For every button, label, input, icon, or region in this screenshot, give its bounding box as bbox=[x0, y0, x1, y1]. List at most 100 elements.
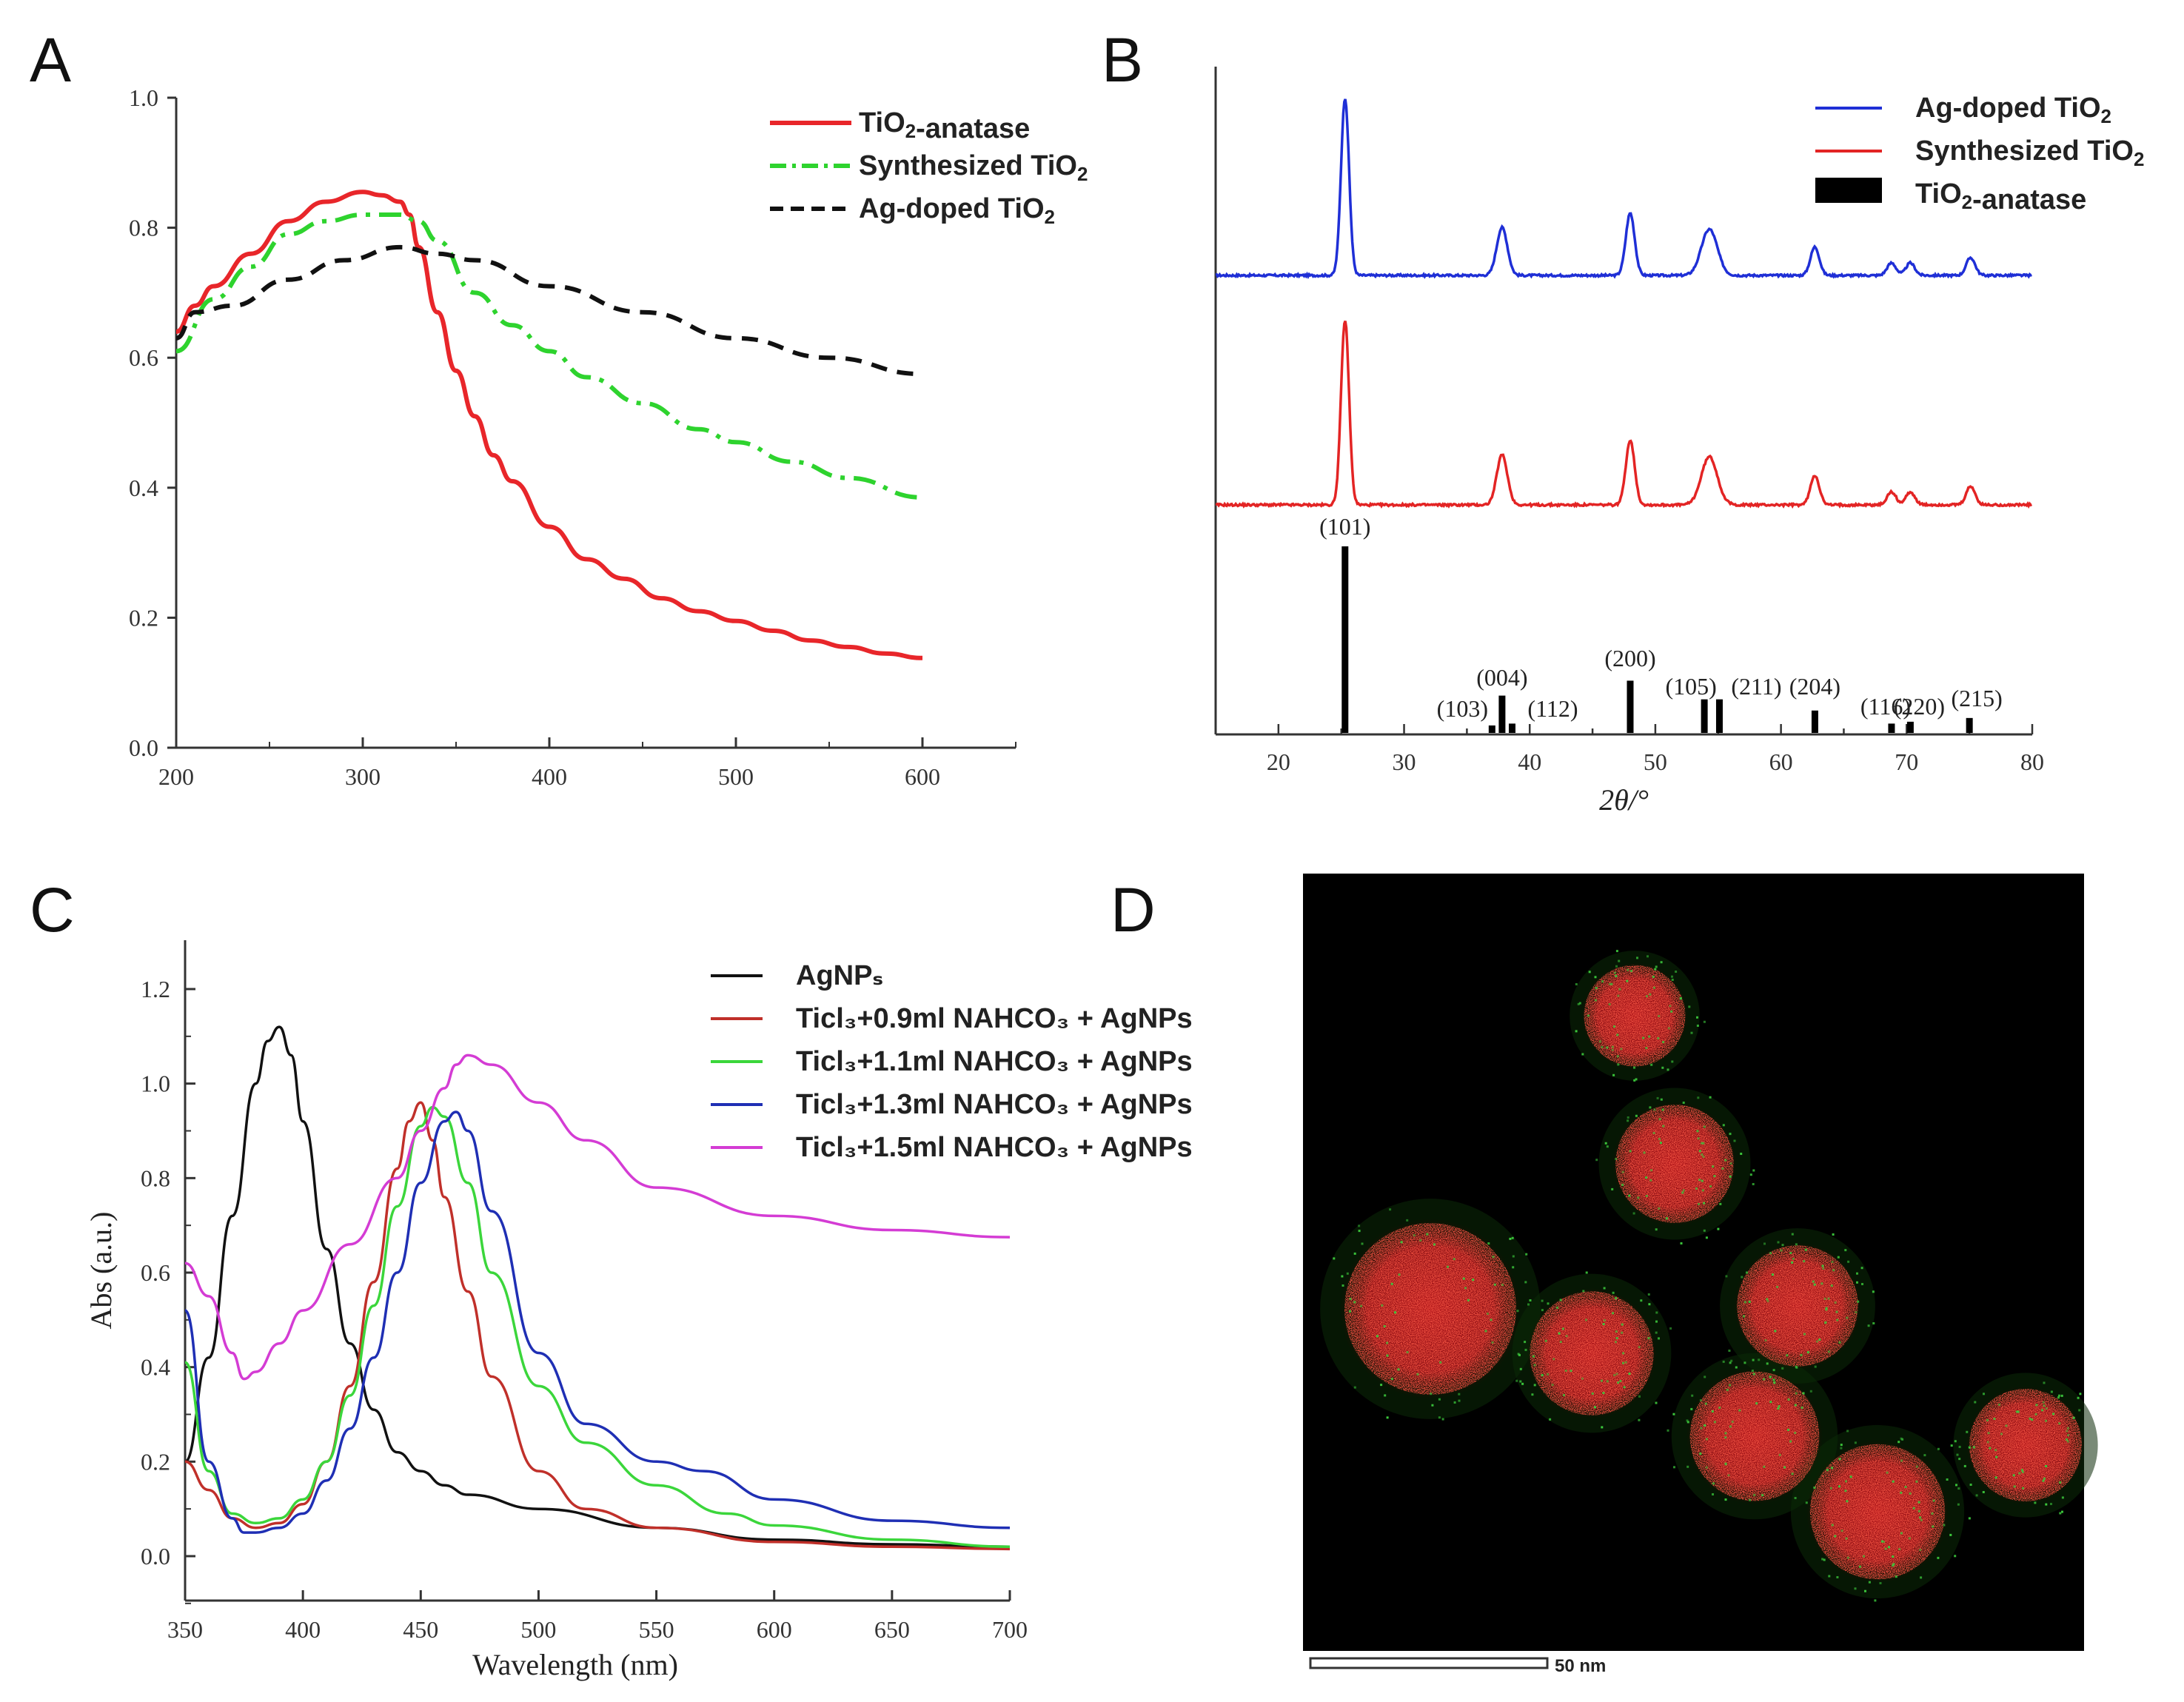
eds-dot bbox=[1955, 1484, 1957, 1487]
eds-dot bbox=[2013, 1485, 2016, 1488]
eds-dot bbox=[1541, 1309, 1544, 1312]
scale-bar bbox=[1309, 1657, 1549, 1669]
eds-dot bbox=[1825, 1308, 1828, 1311]
eds-dot bbox=[1575, 983, 1578, 985]
eds-dot bbox=[1729, 1175, 1732, 1178]
eds-dot bbox=[1447, 1265, 1449, 1268]
eds-dot bbox=[2031, 1418, 2034, 1421]
series-line-1 bbox=[175, 190, 923, 660]
eds-dot bbox=[1333, 1257, 1336, 1260]
eds-dot bbox=[1751, 1370, 1754, 1373]
eds-dot bbox=[1529, 1299, 1532, 1301]
xrd-pattern-synthesized bbox=[1215, 321, 2033, 509]
panel-label-a: A bbox=[30, 25, 71, 95]
chart-a: 0.0 0.2 0.4 0.6 0.8 1.0 200 300 400 500 600 TiO2-an… bbox=[129, 84, 1088, 790]
eds-dot bbox=[1682, 1102, 1685, 1104]
eds-dot bbox=[1658, 1118, 1661, 1121]
eds-dot bbox=[1900, 1491, 1903, 1494]
eds-dot bbox=[1989, 1447, 1992, 1450]
eds-dot bbox=[1645, 1047, 1648, 1050]
eds-dot bbox=[1603, 1287, 1606, 1290]
eds-dot bbox=[1493, 1283, 1496, 1286]
eds-dot bbox=[1709, 1185, 1712, 1187]
eds-dot bbox=[1821, 1264, 1824, 1267]
eds-dot bbox=[1655, 1311, 1658, 1314]
eds-dot bbox=[1956, 1453, 1959, 1456]
eds-dot bbox=[1794, 1497, 1797, 1499]
eds-dot bbox=[1831, 1524, 1834, 1527]
eds-dot bbox=[1840, 1444, 1843, 1447]
eds-dot bbox=[1419, 1239, 1422, 1242]
eds-dot bbox=[1349, 1298, 1352, 1300]
eds-dot bbox=[1836, 1576, 1839, 1578]
eds-dot bbox=[2042, 1401, 2045, 1404]
eds-dot bbox=[1724, 1462, 1727, 1465]
eds-dot bbox=[1690, 1407, 1693, 1410]
eds-dot bbox=[1549, 1418, 1552, 1421]
eds-dot bbox=[1645, 1195, 1648, 1197]
eds-dot bbox=[2079, 1393, 2082, 1396]
eds-dot bbox=[2012, 1474, 2015, 1477]
eds-dot bbox=[2017, 1410, 2020, 1413]
reference-stick bbox=[1498, 695, 1506, 733]
eds-dot bbox=[1786, 1354, 1789, 1357]
eds-dot bbox=[1525, 1253, 1528, 1256]
eds-dot bbox=[1696, 1016, 1698, 1019]
eds-dot bbox=[1915, 1480, 1918, 1483]
eds-dot bbox=[1968, 1517, 1971, 1520]
eds-dot bbox=[1516, 1310, 1519, 1313]
eds-dot bbox=[1776, 1285, 1779, 1288]
eds-dot bbox=[2035, 1404, 2038, 1407]
eds-dot bbox=[1617, 1381, 1620, 1384]
eds-dot bbox=[1688, 1005, 1691, 1008]
eds-dot bbox=[1661, 1066, 1664, 1069]
hkl-label: (105) bbox=[1665, 673, 1716, 700]
legend-entry: Ticl₃+0.9ml NAHCO₃ + AgNPs bbox=[796, 1003, 1193, 1034]
eds-dot bbox=[1519, 1380, 1522, 1383]
eds-dot bbox=[1658, 1207, 1661, 1210]
eds-dot bbox=[1845, 1480, 1847, 1483]
legend-entry: Synthesized TiO2 bbox=[1915, 135, 2144, 170]
eds-dot bbox=[1908, 1537, 1911, 1540]
eds-dot bbox=[1884, 1547, 1887, 1550]
eds-dot bbox=[1886, 1471, 1889, 1474]
eds-dot bbox=[1771, 1273, 1774, 1276]
eds-dot bbox=[1805, 1501, 1808, 1504]
eds-dot bbox=[1816, 1340, 1818, 1343]
eds-dot bbox=[1697, 1137, 1700, 1140]
eds-dot bbox=[1763, 1242, 1766, 1245]
eds-dot bbox=[1856, 1272, 1858, 1275]
eds-dot bbox=[1746, 1271, 1748, 1274]
eds-dot bbox=[1975, 1494, 1978, 1497]
eds-dot bbox=[1919, 1549, 1922, 1551]
eds-dot bbox=[1711, 1410, 1714, 1413]
eds-dot bbox=[1406, 1351, 1409, 1353]
eds-dot bbox=[1358, 1224, 1361, 1227]
eds-dot bbox=[1743, 1315, 1745, 1318]
eds-dot bbox=[1752, 1358, 1755, 1361]
eds-dot bbox=[1575, 1030, 1578, 1033]
hkl-label: (220) bbox=[1894, 693, 1945, 720]
eds-dot bbox=[1621, 1331, 1624, 1334]
eds-dot bbox=[1860, 1267, 1863, 1270]
eds-dot bbox=[2005, 1424, 2008, 1427]
eds-dot bbox=[1722, 1124, 1725, 1127]
eds-dot bbox=[1627, 968, 1629, 971]
eds-dot bbox=[2029, 1417, 2031, 1420]
eds-dot bbox=[1655, 1401, 1658, 1404]
eds-dot bbox=[1803, 1333, 1806, 1336]
hkl-label: (211) bbox=[1731, 673, 1781, 700]
eds-dot bbox=[1622, 1361, 1624, 1364]
eds-dot bbox=[1616, 1055, 1619, 1058]
eds-dot bbox=[1705, 1438, 1708, 1441]
eds-dot bbox=[1671, 975, 1673, 978]
eds-dot bbox=[1413, 1234, 1416, 1237]
eds-dot bbox=[1581, 1053, 1584, 1056]
eds-dot bbox=[1696, 1025, 1699, 1027]
eds-dot bbox=[1595, 1159, 1598, 1162]
eds-dot bbox=[1591, 1392, 1594, 1395]
eds-dot bbox=[1441, 1418, 1444, 1421]
eds-dot bbox=[1611, 1045, 1614, 1048]
eds-dot bbox=[1874, 1599, 1877, 1602]
eds-dot bbox=[1957, 1503, 1960, 1506]
